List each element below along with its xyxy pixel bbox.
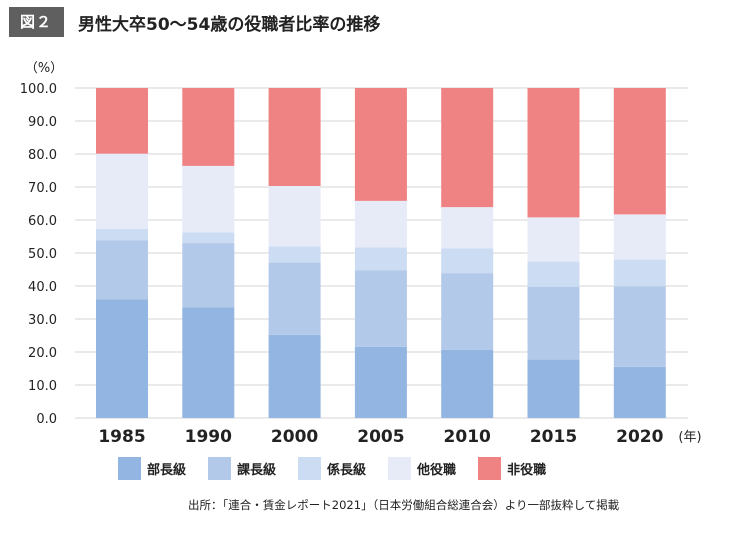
y-tick-label: 40.0 bbox=[28, 280, 57, 295]
bar-segment bbox=[182, 232, 235, 244]
legend-label: 部長級 bbox=[147, 463, 187, 478]
legend-swatch bbox=[208, 457, 232, 480]
legend-swatch bbox=[298, 457, 322, 480]
bar-segment bbox=[527, 359, 580, 418]
x-tick-label: 2015 bbox=[530, 427, 577, 447]
bar-segment bbox=[268, 246, 321, 263]
chart-title: 男性大卒50～54歳の役職者比率の推移 bbox=[78, 14, 381, 35]
y-tick-label: 30.0 bbox=[28, 313, 57, 328]
bar-segment bbox=[182, 88, 235, 166]
bar-segment bbox=[268, 88, 321, 187]
bar-segment bbox=[96, 228, 148, 241]
legend-label: 係長級 bbox=[327, 463, 367, 478]
bar-segment bbox=[441, 248, 494, 274]
bar-segment bbox=[354, 200, 407, 248]
x-tick-label: 2005 bbox=[357, 427, 404, 447]
legend-item: 部長級 bbox=[118, 457, 186, 480]
stacked-bar-chart: （%） 0.0 10.0 20.0 30.0 40.0 50.0 60.0 70.0 80.0 90… bbox=[20, 61, 702, 447]
x-axis-unit-label: (年) bbox=[678, 430, 701, 445]
bar-segment bbox=[354, 247, 407, 271]
bar-segment bbox=[268, 186, 321, 247]
bar-segment bbox=[182, 307, 235, 418]
bar-segment bbox=[268, 334, 321, 418]
bar-segment bbox=[527, 217, 580, 262]
legend-label: 非役職 bbox=[507, 463, 547, 478]
bar-segment bbox=[613, 214, 666, 260]
x-tick-label: 2000 bbox=[271, 427, 318, 447]
x-tick-label: 2020 bbox=[616, 427, 663, 447]
figure-label-badge: 図２ bbox=[9, 7, 65, 37]
bar-segment bbox=[354, 346, 407, 418]
y-tick-label: 60.0 bbox=[28, 214, 57, 229]
bar-segment bbox=[613, 286, 666, 367]
y-tick-label: 0.0 bbox=[36, 412, 57, 427]
figure-header: 図２ 男性大卒50～54歳の役職者比率の推移 bbox=[9, 7, 380, 37]
bar-segment bbox=[613, 366, 666, 418]
y-tick-label: 20.0 bbox=[28, 346, 57, 361]
legend-swatch bbox=[478, 457, 502, 480]
bar-segment bbox=[441, 88, 494, 208]
y-tick-label: 100.0 bbox=[20, 82, 57, 97]
legend-item: 係長級 bbox=[298, 457, 366, 480]
bar-segment bbox=[613, 259, 666, 287]
y-tick-label: 70.0 bbox=[28, 181, 57, 196]
bar-segment bbox=[182, 165, 235, 233]
bar-segment bbox=[441, 207, 494, 249]
legend-item: 課長級 bbox=[208, 457, 276, 480]
legend-label: 課長級 bbox=[237, 463, 277, 478]
bar-segment bbox=[96, 153, 148, 229]
y-tick-label: 80.0 bbox=[28, 148, 57, 163]
bar-segment bbox=[441, 273, 494, 350]
legend-item: 非役職 bbox=[478, 457, 546, 480]
y-axis-unit-label: （%） bbox=[25, 61, 63, 76]
y-tick-label: 50.0 bbox=[28, 247, 57, 262]
bar-segment bbox=[268, 262, 321, 335]
legend-swatch bbox=[118, 457, 141, 480]
bar-segment bbox=[182, 243, 235, 308]
bar-segment bbox=[96, 299, 148, 418]
bar-segment bbox=[441, 349, 494, 418]
x-tick-label: 2010 bbox=[444, 427, 491, 447]
bar-segment bbox=[354, 88, 407, 201]
legend-item: 他役職 bbox=[388, 457, 456, 480]
bar-segment bbox=[527, 261, 580, 287]
source-note: 出所：｢連合・賃金レポート2021｣（日本労働組合総連合会）より一部抜粋して掲載 bbox=[188, 498, 620, 512]
chart-legend: 部長級 課長級 係長級 他役職 非役職 bbox=[118, 457, 568, 480]
bar-segment bbox=[354, 270, 407, 347]
x-tick-label: 1985 bbox=[98, 427, 145, 447]
bar-segment bbox=[96, 88, 148, 154]
bar-segment bbox=[96, 240, 148, 300]
bar-segment bbox=[527, 286, 580, 360]
legend-swatch bbox=[388, 457, 412, 480]
x-tick-label: 1990 bbox=[185, 427, 232, 447]
y-tick-label: 10.0 bbox=[28, 379, 57, 394]
bar-segment bbox=[613, 88, 666, 215]
y-tick-label: 90.0 bbox=[28, 115, 57, 130]
legend-label: 他役職 bbox=[417, 463, 457, 478]
bar-segment bbox=[527, 88, 580, 218]
